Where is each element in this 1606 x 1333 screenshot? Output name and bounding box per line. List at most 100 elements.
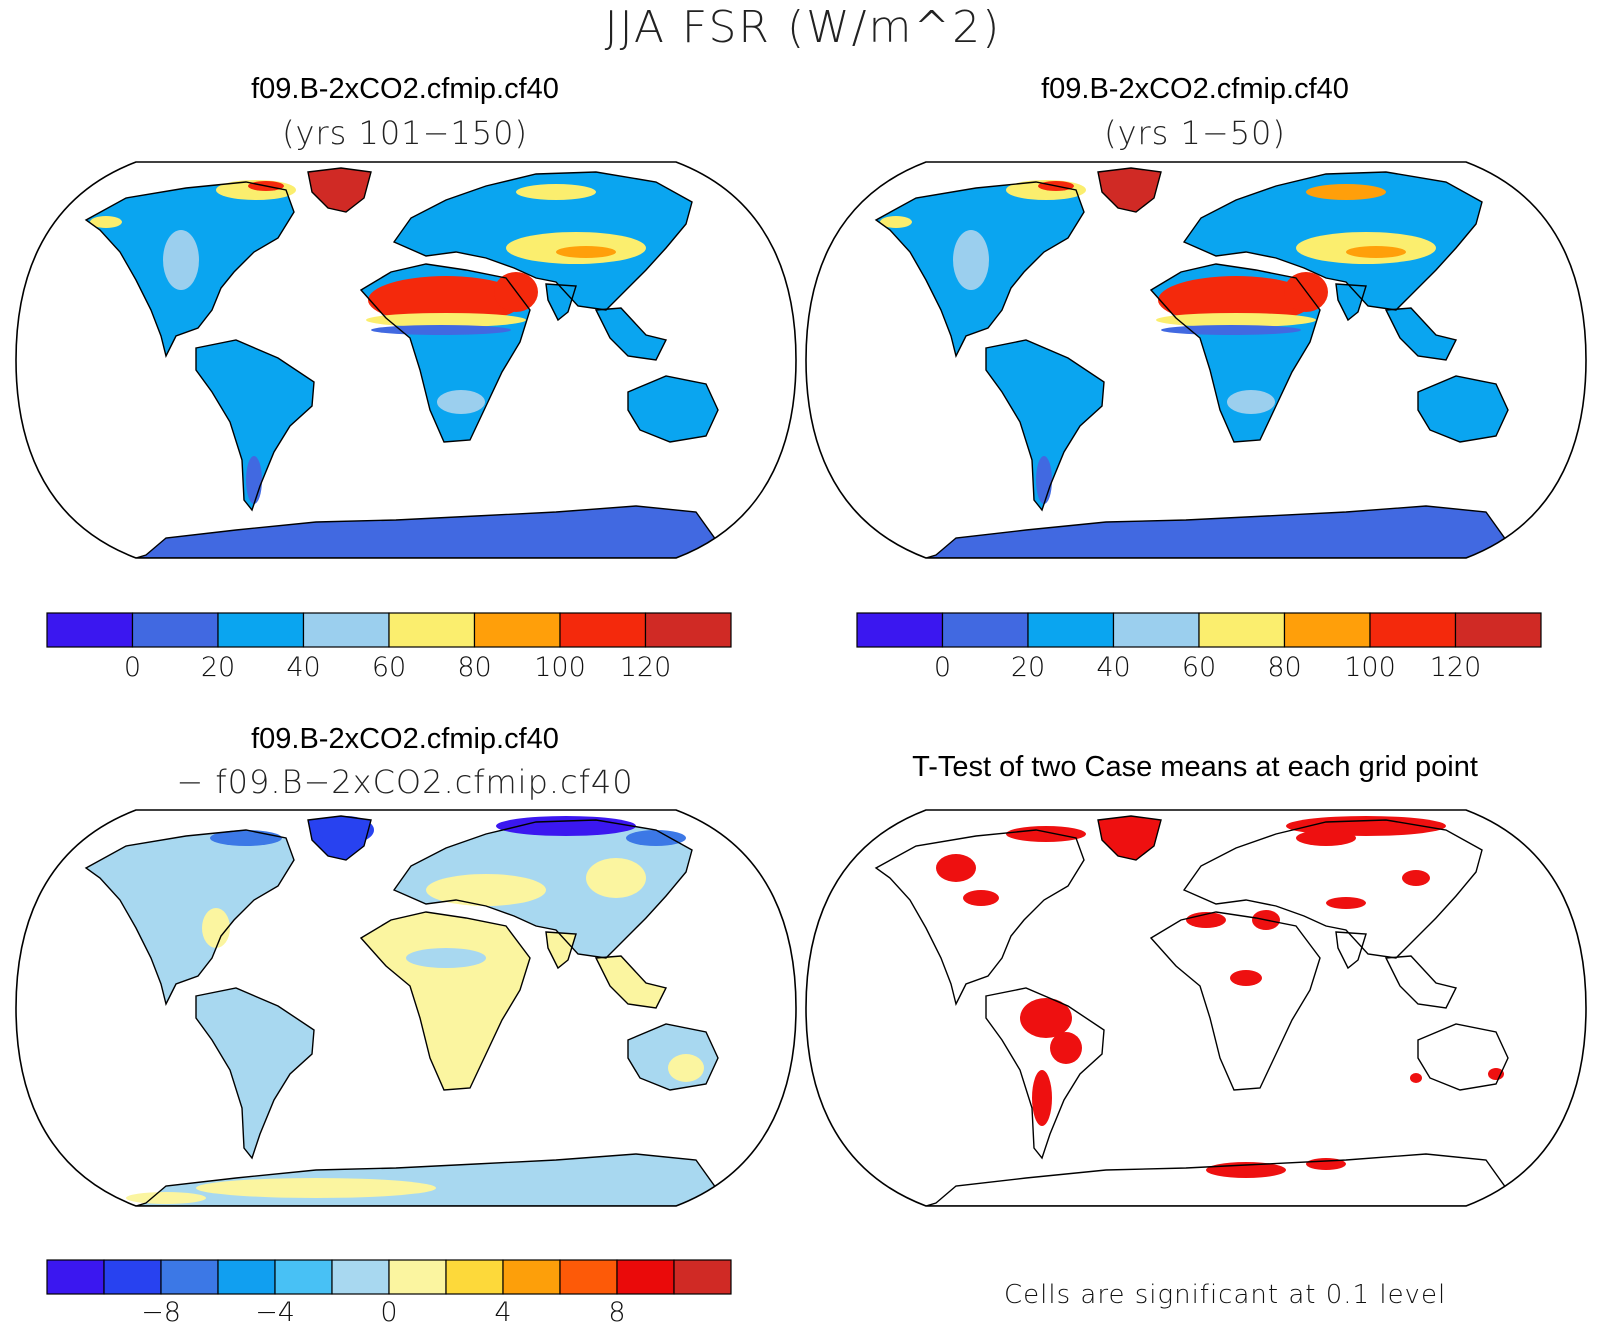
field-patch	[1326, 897, 1366, 909]
colorbar-tick-label: 20	[200, 652, 236, 683]
coastline-southAmerica	[195, 339, 315, 512]
map-border	[805, 161, 1587, 559]
colorbar-ticks-bottom-left: −8 −4 0 4 8	[46, 1297, 750, 1333]
field-patch	[1402, 870, 1430, 886]
colorbar-swatch	[644, 612, 732, 648]
field-patch	[90, 216, 122, 228]
colorbar-swatch	[856, 612, 944, 648]
colorbar-tick-label: 80	[457, 652, 492, 683]
coastline-northAmerica	[84, 181, 295, 359]
land-greenland	[308, 168, 371, 212]
colorbar-swatch	[331, 1259, 390, 1295]
field-patch	[1156, 313, 1316, 327]
panel-title-top-left: f09.B-2xCO2.cfmip.cf40	[251, 73, 559, 105]
coastline-africa	[359, 263, 531, 443]
coastline-australia	[1417, 1023, 1509, 1091]
field-patch	[163, 230, 199, 290]
colorbar-tick-label: 40	[286, 652, 321, 683]
colorbar-swatch	[1027, 612, 1115, 648]
field-patch	[406, 948, 486, 968]
field-patch	[1161, 325, 1301, 335]
coastline-india	[545, 931, 577, 970]
field-patch	[1296, 830, 1356, 846]
coastline-southAmerica	[985, 987, 1105, 1160]
coastline-greenland	[307, 815, 372, 861]
colorbar-tick-label: 0	[933, 652, 952, 683]
field-patch	[1036, 456, 1052, 504]
colorbar-swatch	[160, 1259, 219, 1295]
colorbar-swatch	[616, 1259, 675, 1295]
significance-note: Cells are significant at 0.1 level	[1004, 1280, 1447, 1310]
colorbar-swatch	[1112, 612, 1200, 648]
colorbar-swatch	[1283, 612, 1371, 648]
field-patch	[1488, 1068, 1504, 1080]
colorbar-tick-label: 40	[1096, 652, 1131, 683]
coastline-antarctica	[135, 1153, 717, 1206]
land-northAmerica	[876, 830, 1084, 1004]
field-patch	[126, 1192, 206, 1204]
map-border	[805, 809, 1587, 1207]
coastline-greenland	[1097, 167, 1162, 213]
field-patch	[516, 184, 596, 200]
coastline-northAmerica	[874, 829, 1085, 1007]
colorbar-tick-label: 100	[534, 652, 586, 683]
colorbar-bottom-left	[46, 1259, 732, 1295]
coastline-antarctica	[925, 1153, 1507, 1206]
colorbar-swatch	[217, 1259, 276, 1295]
colorbar-swatch	[673, 1259, 732, 1295]
field-patch	[1006, 826, 1086, 842]
land-africa	[1151, 912, 1320, 1090]
coastline-india	[1335, 283, 1367, 322]
land-seAsia	[1386, 956, 1456, 1008]
land-seAsia	[596, 956, 666, 1008]
field-patch	[1346, 246, 1406, 258]
colorbar-tick-label: 80	[1267, 652, 1302, 683]
coastline-africa	[359, 911, 531, 1091]
colorbar-tick-label: 60	[1181, 652, 1217, 683]
land-seAsia	[596, 308, 666, 360]
map-border	[15, 809, 797, 1207]
field-patch	[1306, 184, 1386, 200]
land-northAmerica	[86, 830, 294, 1004]
map-bottom-right	[805, 809, 1587, 1207]
colorbar-swatch	[502, 1259, 561, 1295]
coastline-australia	[1417, 375, 1509, 443]
colorbar-swatch	[941, 612, 1029, 648]
colorbar-swatch	[302, 612, 390, 648]
field-patch	[1032, 1070, 1052, 1126]
land-africa	[361, 912, 530, 1090]
map-top-right	[805, 161, 1587, 559]
panel-subtitle-bottom-left: − f09.B−2xCO2.cfmip.cf40	[176, 763, 634, 801]
panel-title-bottom-left: f09.B-2xCO2.cfmip.cf40	[251, 723, 559, 755]
coastline-antarctica	[925, 505, 1507, 558]
field-patch	[1230, 970, 1262, 986]
colorbar-tick-label: 120	[1429, 652, 1482, 683]
land-seAsia	[1386, 308, 1456, 360]
map-land-layer	[84, 167, 719, 558]
colorbar-top-right	[856, 612, 1542, 648]
colorbar-swatch	[1198, 612, 1286, 648]
field-patch	[556, 246, 616, 258]
land-greenland	[1098, 816, 1161, 860]
coastline-seAsia	[594, 955, 668, 1009]
field-patch	[246, 456, 262, 504]
coastline-northAmerica	[874, 181, 1085, 359]
panel-subtitle-top-right: (yrs 1−50)	[1104, 114, 1286, 152]
field-patch	[371, 325, 511, 335]
coastline-seAsia	[1384, 307, 1458, 361]
land-greenland	[1098, 168, 1161, 212]
coastline-africa	[1149, 263, 1321, 443]
map-top-left	[15, 161, 797, 559]
panel-title-bottom-right: T-Test of two Case means at each grid po…	[912, 751, 1478, 783]
field-patch	[936, 854, 976, 882]
field-patch	[437, 390, 485, 414]
colorbar-tick-label: 8	[608, 1297, 626, 1328]
field-patch	[963, 890, 999, 906]
field-patch	[586, 858, 646, 898]
colorbar-swatch	[274, 1259, 333, 1295]
coastline-seAsia	[594, 307, 668, 361]
land-australia	[1418, 1024, 1508, 1090]
colorbar-tick-label: −4	[255, 1297, 295, 1328]
colorbar-swatch	[131, 612, 219, 648]
colorbar-swatch	[103, 1259, 162, 1295]
